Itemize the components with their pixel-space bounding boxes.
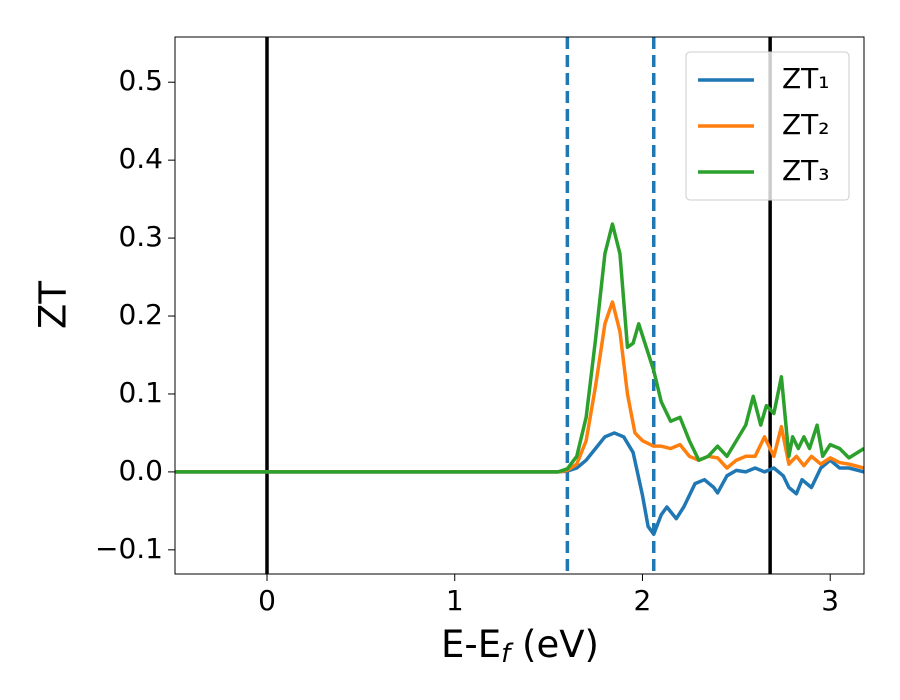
legend: ZT₁ ZT₂ ZT₃ (685, 51, 850, 201)
x-label-main: E-E (441, 623, 501, 666)
series-line (175, 431, 864, 536)
x-label-unit: (eV) (522, 623, 599, 666)
y-axis-label: ZT (32, 281, 75, 329)
series-line (175, 300, 864, 474)
x-axis-label: E-Ef (eV) (441, 623, 599, 669)
y-tick-label: 0.2 (118, 298, 163, 331)
y-tick-label: 0.3 (118, 220, 163, 253)
legend-label: ZT₁ (782, 62, 830, 95)
y-tick-label: 0.4 (118, 142, 163, 175)
legend-label: ZT₃ (782, 154, 830, 187)
x-tick-label: 3 (821, 584, 839, 617)
y-tick-label: 0.5 (118, 64, 163, 97)
legend-label: ZT₂ (782, 108, 830, 141)
series-line (175, 222, 864, 474)
x-tick-label: 2 (634, 584, 652, 617)
axes-frame (174, 36, 865, 575)
legend-box (685, 51, 850, 201)
y-tick-label: 0.1 (118, 376, 163, 409)
x-tick-label: 0 (258, 584, 276, 617)
x-tick-label: 1 (446, 584, 464, 617)
y-tick-label: 0.0 (118, 454, 163, 487)
y-tick-label: −0.1 (95, 532, 163, 565)
